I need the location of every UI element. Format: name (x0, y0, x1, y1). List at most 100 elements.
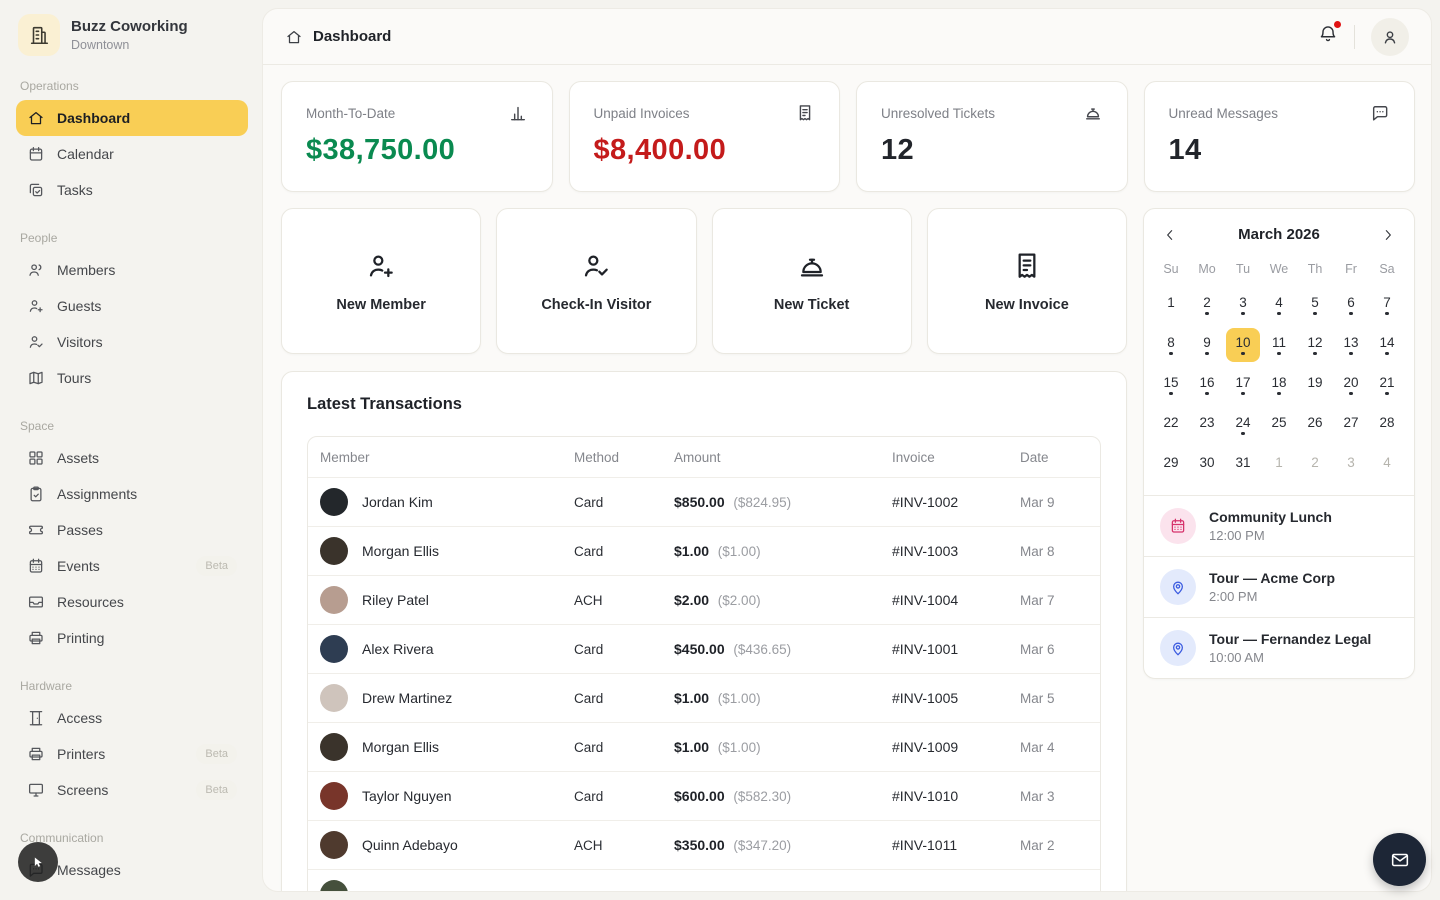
calendar-day-19[interactable]: 19 (1297, 365, 1333, 405)
sidebar-item-passes[interactable]: Passes (16, 512, 248, 548)
day-number: 18 (1271, 374, 1287, 390)
sidebar-item-printing[interactable]: Printing (16, 620, 248, 656)
stat-card-unpaid-invoices[interactable]: Unpaid Invoices $8,400.00 (568, 81, 840, 192)
calendar-day-26[interactable]: 26 (1297, 405, 1333, 445)
messages-fab-button[interactable] (1373, 833, 1426, 886)
sidebar-item-visitors[interactable]: Visitors (16, 324, 248, 360)
stat-card-month-to-date[interactable]: Month-To-Date $38,750.00 (281, 81, 553, 192)
calendar-day-31[interactable]: 31 (1225, 445, 1261, 485)
sidebar-item-printers[interactable]: Printers Beta (16, 736, 248, 772)
sidebar-item-tours[interactable]: Tours (16, 360, 248, 396)
mail-icon (1389, 849, 1411, 871)
calendar-day-3[interactable]: 3 (1225, 285, 1261, 325)
calendar-day-29[interactable]: 29 (1153, 445, 1189, 485)
calendar-day-24[interactable]: 24 (1225, 405, 1261, 445)
member-name: Taylor Nguyen (362, 788, 452, 804)
calendar-day-23[interactable]: 23 (1189, 405, 1225, 445)
event-item-tour-fernandez-legal[interactable]: Tour — Fernandez Legal 10:00 AM (1144, 617, 1414, 678)
calendar-day-22[interactable]: 22 (1153, 405, 1189, 445)
sidebar-item-events[interactable]: Events Beta (16, 548, 248, 584)
calendar-day-1[interactable]: 1 (1153, 285, 1189, 325)
sidebar-item-assets[interactable]: Assets (16, 440, 248, 476)
event-dot (1241, 351, 1245, 356)
printer-icon (27, 629, 45, 647)
sidebar-item-members[interactable]: Members (16, 252, 248, 288)
calendar-day-18[interactable]: 18 (1261, 365, 1297, 405)
calendar-day-11[interactable]: 11 (1261, 325, 1297, 365)
sidebar-item-calendar[interactable]: Calendar (16, 136, 248, 172)
transaction-row[interactable]: Jordan Kim Card $850.00 ($824.95) #INV-1002… (308, 477, 1100, 526)
calendar-prev-button[interactable] (1162, 227, 1178, 243)
calendar-next-button[interactable] (1380, 227, 1396, 243)
calendar-nextmonth-day-3[interactable]: 3 (1333, 445, 1369, 485)
sidebar-item-tasks[interactable]: Tasks (16, 172, 248, 208)
transaction-row[interactable]: Riley Patel ACH $2.00 ($2.00) #INV-1004 Mar … (308, 575, 1100, 624)
transaction-row[interactable]: Morgan Ellis Card $1.00 ($1.00) #INV-1003 Ma… (308, 526, 1100, 575)
calendar-dots-icon (27, 557, 45, 575)
column-header-amount: Amount (674, 449, 721, 465)
calendar-day-7[interactable]: 7 (1369, 285, 1405, 325)
calendar-day-25[interactable]: 25 (1261, 405, 1297, 445)
stat-card-unresolved-tickets[interactable]: Unresolved Tickets 12 (856, 81, 1128, 192)
event-item-community-lunch[interactable]: Community Lunch 12:00 PM (1144, 495, 1414, 556)
calendar-day-8[interactable]: 8 (1153, 325, 1189, 365)
calendar-day-21[interactable]: 21 (1369, 365, 1405, 405)
door-icon (27, 709, 45, 727)
receipt-icon (795, 103, 815, 123)
transaction-row[interactable]: Taylor Nguyen Card $600.00 ($582.30) #INV-1… (308, 771, 1100, 820)
calendar-day-6[interactable]: 6 (1333, 285, 1369, 325)
sidebar-item-resources[interactable]: Resources (16, 584, 248, 620)
profile-button[interactable] (1371, 17, 1409, 56)
action-card-new-ticket[interactable]: New Ticket (711, 208, 912, 354)
calendar-day-9[interactable]: 9 (1189, 325, 1225, 365)
calendar-day-14[interactable]: 14 (1369, 325, 1405, 365)
calendar-day-12[interactable]: 12 (1297, 325, 1333, 365)
transaction-row[interactable]: Morgan Ellis Card $1.00 ($1.00) #INV-1009 Ma… (308, 722, 1100, 771)
beta-badge: Beta (196, 744, 237, 764)
event-time: 12:00 PM (1209, 528, 1265, 543)
sidebar-item-screens[interactable]: Screens Beta (16, 772, 248, 808)
calendar-day-2[interactable]: 2 (1189, 285, 1225, 325)
calendar-day-30[interactable]: 30 (1189, 445, 1225, 485)
calendar-day-17[interactable]: 17 (1225, 365, 1261, 405)
calendar-day-15[interactable]: 15 (1153, 365, 1189, 405)
event-item-tour-acme-corp[interactable]: Tour — Acme Corp 2:00 PM (1144, 556, 1414, 617)
invoice-number: #INV-1004 (892, 592, 959, 608)
calendar-day-13[interactable]: 13 (1333, 325, 1369, 365)
brand-name: Buzz Coworking (71, 18, 188, 35)
calendar-day-27[interactable]: 27 (1333, 405, 1369, 445)
transaction-row[interactable]: Quinn Adebayo ACH $350.00 ($347.20) #INV-10… (308, 820, 1100, 869)
calendar-day-4[interactable]: 4 (1261, 285, 1297, 325)
day-number: 4 (1275, 294, 1283, 310)
action-card-new-member[interactable]: New Member (281, 208, 482, 354)
sidebar-item-guests[interactable]: Guests (16, 288, 248, 324)
calendar-day-20[interactable]: 20 (1333, 365, 1369, 405)
stat-card-unread-messages[interactable]: Unread Messages 14 (1143, 81, 1415, 192)
calendar-day-28[interactable]: 28 (1369, 405, 1405, 445)
user-plus-icon (27, 297, 45, 315)
printer-icon (27, 745, 45, 763)
sidebar-item-dashboard[interactable]: Dashboard (16, 100, 248, 136)
receipt-icon (1011, 250, 1043, 282)
sidebar-item-assignments[interactable]: Assignments (16, 476, 248, 512)
day-number: 30 (1199, 454, 1215, 470)
calendar-nextmonth-day-2[interactable]: 2 (1297, 445, 1333, 485)
calendar-nextmonth-day-1[interactable]: 1 (1261, 445, 1297, 485)
calendar-nextmonth-day-4[interactable]: 4 (1369, 445, 1405, 485)
transaction-row[interactable]: Drew Martinez Card $1.00 ($1.00) #INV-1005 M… (308, 673, 1100, 722)
event-title: Tour — Acme Corp (1209, 570, 1336, 586)
calendar-day-5[interactable]: 5 (1297, 285, 1333, 325)
service-bell-icon (1083, 103, 1103, 123)
transaction-row[interactable]: Alex Rivera Card $450.00 ($436.65) #INV-100… (308, 624, 1100, 673)
action-card-check-in-visitor[interactable]: Check-In Visitor (496, 208, 697, 354)
amount: $350.00 ($347.20) (674, 837, 792, 853)
transaction-row[interactable] (308, 869, 1100, 891)
calendar-day-16[interactable]: 16 (1189, 365, 1225, 405)
action-card-new-invoice[interactable]: New Invoice (926, 208, 1127, 354)
sidebar-item-access[interactable]: Access (16, 700, 248, 736)
notifications-button[interactable] (1318, 21, 1341, 49)
sidebar-item-messages[interactable]: Messages (16, 852, 248, 888)
calendar-day-10[interactable]: 10 (1225, 325, 1261, 365)
sidebar-item-label: Printers (57, 746, 106, 762)
event-title: Tour — Fernandez Legal (1209, 631, 1372, 647)
